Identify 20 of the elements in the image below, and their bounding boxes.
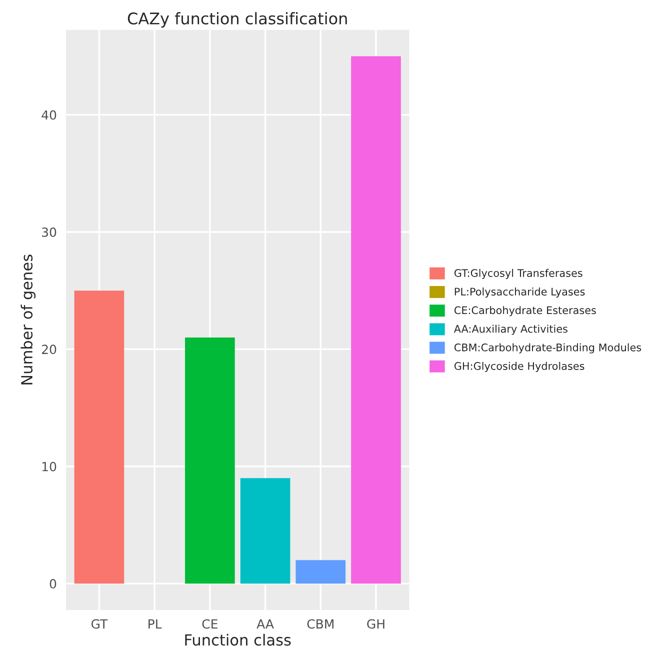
y-tick-label: 30 [42,227,56,237]
y-tick-label: 10 [42,462,56,472]
legend-label: AA:Auxiliary Activities [454,324,568,335]
legend-label: GH:Glycoside Hydrolases [454,362,584,372]
y-tick-label: 40 [42,110,56,120]
legend-label: CBM:Carbohydrate-Binding Modules [454,343,642,354]
x-tick-label: AA [256,619,274,628]
x-tick-label: CE [202,619,218,629]
chart-title: CAZy function classification [128,12,347,28]
x-axis-title: Function class [185,634,291,646]
legend-label: GT:Glycosyl Transferases [454,268,582,279]
legend-label: PL:Polysaccharide Lyases [454,288,585,298]
y-tick-label: 20 [42,344,56,354]
y-tick-label: 0 [50,579,56,589]
y-axis-title: Number of genes [20,254,36,384]
legend-label: CE:Carbohydrate Esterases [454,306,596,316]
x-tick-label: GH [367,619,384,629]
x-tick-label: GT [91,619,108,629]
x-tick-label: PL [148,619,162,628]
x-tick-label: CBM [307,619,334,629]
